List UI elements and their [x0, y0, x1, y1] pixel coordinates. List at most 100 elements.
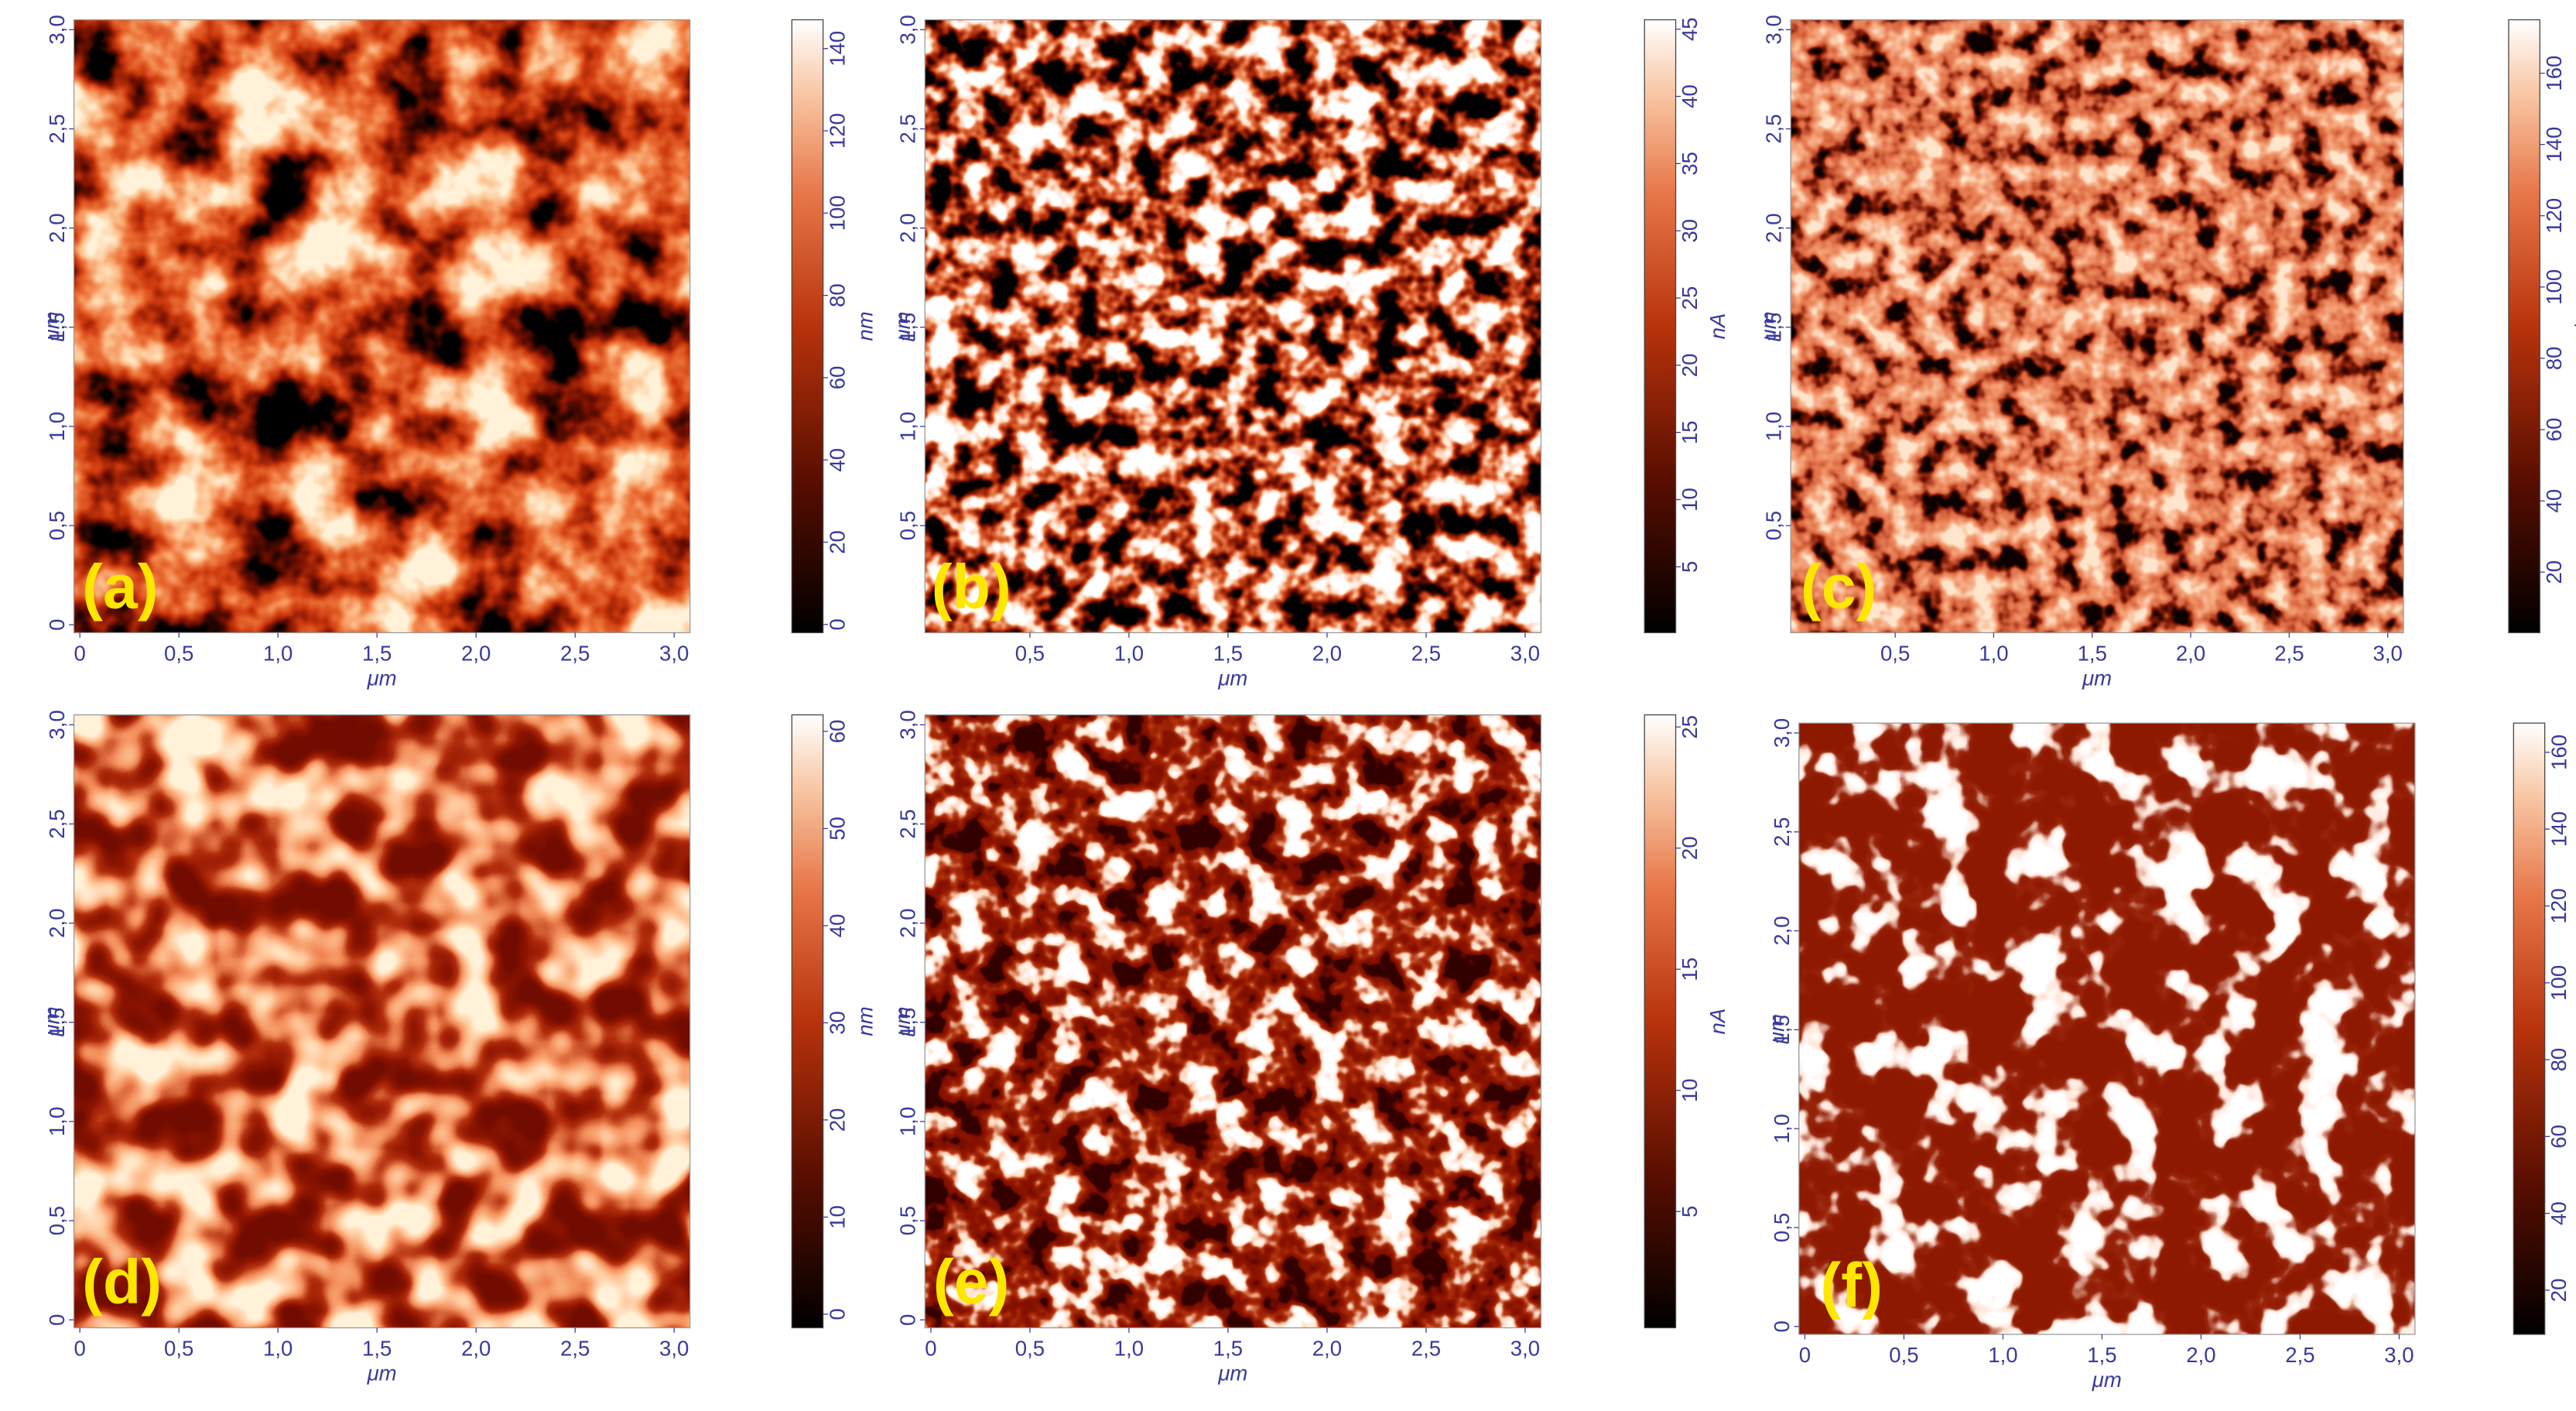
x-tick-label: 1,5 — [1213, 642, 1243, 666]
colorbar-tick-label: 50 — [825, 817, 849, 841]
y-tick-label: 1,5 — [45, 1008, 69, 1037]
colorbar-tick-label: 0 — [825, 1308, 849, 1320]
colorbar — [791, 714, 824, 1329]
colorbar — [1644, 714, 1677, 1329]
x-tick-label: 2,0 — [1312, 642, 1342, 666]
panel: (c)0,5 1,0 1,5 2,0 2,5 3,00,51,01,52,02,53,0μ… — [1757, 15, 2576, 690]
colorbar-tick-label: 10 — [825, 1205, 849, 1229]
y-axis-label: μm — [39, 311, 63, 341]
panel-label: (e) — [933, 1248, 1010, 1317]
x-tick-label: 1,0 — [263, 1337, 292, 1361]
y-tick-label: 2,5 — [896, 809, 920, 838]
y-tick-label: 1,5 — [1770, 1015, 1794, 1044]
x-tick-label: 2,5 — [560, 1337, 590, 1361]
colorbar-tick-label: 30 — [825, 1011, 849, 1035]
y-tick-label: 1,0 — [896, 412, 920, 441]
y-tick-label: 2,0 — [1770, 916, 1794, 945]
image-frame — [1798, 722, 2416, 1335]
afm-image — [925, 714, 1541, 1328]
x-axis-label: μm — [2092, 1368, 2122, 1392]
colorbar-unit: nA — [1705, 313, 1729, 340]
colorbar-tick-label: 140 — [2547, 811, 2571, 847]
afm-image — [1791, 19, 2404, 633]
x-tick-label: 2,5 — [2285, 1343, 2314, 1367]
y-tick-label: 0,5 — [1761, 511, 1785, 540]
panel-label: (f) — [1820, 1251, 1883, 1320]
x-tick-label: 2,0 — [461, 1337, 491, 1361]
y-tick-label: 2,5 — [896, 114, 920, 143]
y-tick-label: 0 — [45, 619, 69, 631]
x-tick-label: 0,5 — [1015, 1337, 1045, 1361]
afm-image — [925, 19, 1541, 633]
colorbar-tick-label: 20 — [825, 1108, 849, 1132]
colorbar-tick-label: 20 — [1678, 836, 1702, 860]
y-axis-label: μm — [1757, 311, 1781, 341]
colorbar-unit: nA — [1705, 1009, 1729, 1035]
colorbar — [791, 19, 824, 634]
colorbar — [1644, 19, 1677, 634]
colorbar-tick-label: 120 — [825, 113, 849, 149]
x-tick-label: 0,5 — [164, 1337, 193, 1361]
colorbar-tick-label: 25 — [1678, 715, 1702, 739]
colorbar-tick-label: 20 — [2542, 560, 2566, 584]
y-tick-label: 2,5 — [45, 809, 69, 838]
x-tick-label: 2,5 — [1411, 642, 1441, 666]
colorbar-unit: * — [2570, 321, 2576, 330]
y-tick-label: 3,0 — [45, 15, 69, 44]
x-tick-label: 0 — [1799, 1343, 1811, 1367]
colorbar-tick-label: 120 — [2547, 888, 2571, 923]
y-tick-label: 3,0 — [896, 710, 920, 739]
colorbar-tick-label: 60 — [825, 366, 849, 390]
panel: (e) 0 0,5 1,0 1,5 2,0 2,5 3,0 0 0,5 1,0 1,5 2,0 2,5 3,… — [891, 710, 1729, 1385]
colorbar-tick-label: 60 — [2547, 1125, 2571, 1149]
y-tick-label: 1,0 — [45, 1107, 69, 1136]
colorbar-tick-label: 140 — [825, 31, 849, 67]
y-tick-label: 0,5 — [45, 511, 69, 540]
x-tick-label: 0 — [74, 1337, 86, 1361]
x-tick-label: 0,5 — [1889, 1343, 1918, 1367]
x-tick-label: 2,5 — [1411, 1337, 1441, 1361]
colorbar-unit: nm — [853, 311, 877, 341]
image-frame — [924, 714, 1542, 1329]
x-tick-label: 2,0 — [2186, 1343, 2215, 1367]
y-tick-label: 2,5 — [45, 114, 69, 143]
y-tick-label: 3,0 — [45, 710, 69, 739]
colorbar-tick-label: 10 — [1678, 488, 1702, 512]
panel: (a) 0 0,5 1,0 1,5 2,0 2,5 3,0 0 0,5 1,0 1,5 2,0 2,5 3,… — [39, 15, 877, 690]
colorbar-tick-label: 20 — [2547, 1279, 2571, 1303]
colorbar-tick-label: 5 — [1678, 561, 1702, 573]
y-tick-label: 0 — [1770, 1320, 1794, 1332]
colorbar-tick-label: 60 — [825, 720, 849, 744]
x-tick-label: 0,5 — [1015, 642, 1045, 666]
colorbar-tick-label: 45 — [1678, 17, 1702, 41]
y-tick-label: 0,5 — [896, 1206, 920, 1235]
panel-label: (d) — [82, 1248, 162, 1317]
colorbar-tick-label: 0 — [825, 618, 849, 630]
colorbar-tick-label: 160 — [2542, 56, 2566, 91]
x-tick-label: 3,0 — [2384, 1343, 2414, 1367]
x-tick-label: 1,5 — [1213, 1337, 1243, 1361]
x-tick-label: 2,5 — [560, 642, 590, 666]
x-tick-label: 1,0 — [1979, 642, 2008, 666]
colorbar-tick-label: 15 — [1678, 957, 1702, 981]
y-tick-label: 1,5 — [1761, 313, 1785, 342]
colorbar-tick-label: 40 — [2547, 1201, 2571, 1225]
colorbar-tick-label: 35 — [1678, 152, 1702, 176]
colorbar-tick-label: 25 — [1678, 286, 1702, 310]
x-tick-label: 2,0 — [461, 642, 491, 666]
x-tick-label: 1,0 — [1114, 642, 1144, 666]
y-tick-label: 0 — [896, 1314, 920, 1326]
x-tick-label: 0,5 — [164, 642, 193, 666]
y-tick-label: 1,0 — [45, 412, 69, 441]
y-tick-label: 1,0 — [1761, 412, 1785, 441]
panel: (d) 0 0,5 1,0 1,5 2,0 2,5 3,0 0 0,5 1,0 1,5 2,0 2,5 3,… — [39, 710, 877, 1385]
x-axis-label: μm — [1217, 1361, 1247, 1385]
image-frame — [924, 19, 1542, 634]
colorbar-tick-label: 100 — [2547, 965, 2571, 1001]
image-frame — [73, 714, 691, 1329]
panel-label: (a) — [82, 553, 159, 622]
y-tick-label: 1,5 — [45, 313, 69, 342]
colorbar-tick-label: 5 — [1678, 1206, 1702, 1218]
x-tick-label: 1,5 — [2078, 642, 2107, 666]
